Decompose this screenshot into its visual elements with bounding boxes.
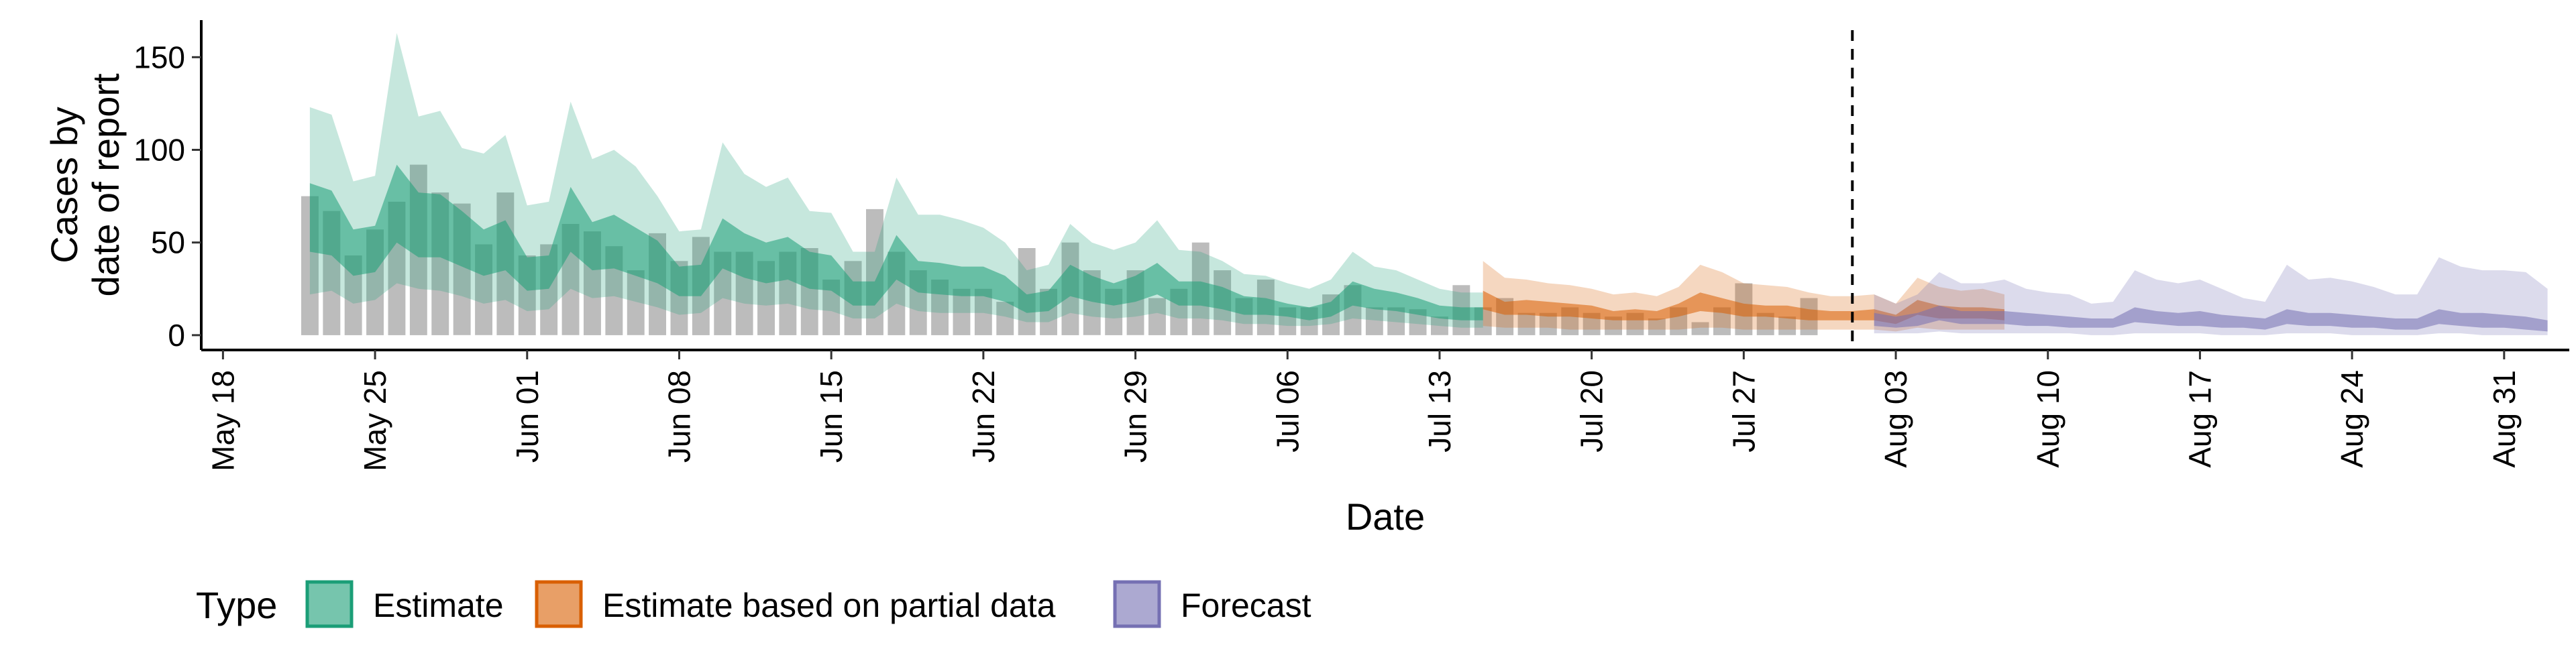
legend-key	[535, 580, 583, 628]
estimate-ribbons	[309, 33, 2548, 335]
observed-bar	[627, 270, 645, 335]
x-tick-label: Aug 31	[2487, 370, 2522, 468]
observed-bar	[1691, 322, 1709, 335]
x-tick-label: Jun 29	[1118, 370, 1153, 463]
y-tick-label: 150	[133, 40, 185, 74]
observed-bar	[1778, 316, 1796, 335]
x-tick-label: Jun 01	[510, 370, 545, 463]
x-tick-label: Jul 20	[1574, 370, 1609, 453]
x-tick-label: Aug 03	[1878, 370, 1913, 468]
x-tick-label: Jun 08	[661, 370, 696, 463]
estimate-based-on-partial-data-inner-band	[1483, 290, 2004, 325]
observed-bar	[953, 288, 971, 335]
x-tick-label: May 25	[358, 370, 392, 471]
x-tick-label: Aug 17	[2182, 370, 2217, 468]
observed-bar	[996, 302, 1014, 335]
observed-bars	[301, 164, 1818, 335]
y-axis-title: Cases bydate of report	[43, 73, 127, 297]
y-tick-label: 100	[133, 132, 185, 167]
estimate-inner-band	[309, 164, 1483, 320]
legend: Type Estimate Estimate based on partial d…	[196, 580, 1311, 628]
observed-bar	[1148, 298, 1166, 335]
observed-bar	[1365, 307, 1383, 335]
observed-bar	[1431, 316, 1448, 335]
x-tick-label: Jun 15	[814, 370, 849, 463]
legend-label: Forecast	[1181, 587, 1311, 624]
y-axis-title-line: Cases by	[43, 107, 85, 263]
legend-label: Estimate	[373, 587, 504, 624]
forecast-inner-band	[1874, 305, 2548, 332]
y-axis-title-line: date of report	[85, 73, 127, 297]
legend-label: Estimate based on partial data	[602, 587, 1056, 624]
x-tick-label: Jun 22	[966, 370, 1001, 463]
y-tick-label: 0	[168, 318, 185, 353]
x-axis-title: Date	[1346, 495, 1425, 538]
y-tick-label: 50	[151, 225, 185, 260]
estimate-outer-band	[309, 33, 1483, 328]
x-tick-label: May 18	[205, 370, 240, 471]
axes: 0 50 100 150 May 18 May 25 Jun 01 Jun 08 Jun 15 J…	[133, 20, 2569, 471]
observed-bar	[1517, 312, 1536, 335]
x-tick-label: Jul 13	[1422, 370, 1457, 453]
legend-title: Type	[196, 584, 277, 626]
legend-key	[305, 580, 354, 628]
x-tick-label: Aug 10	[2031, 370, 2065, 468]
legend-key	[1113, 580, 1161, 628]
observed-bar	[1648, 318, 1666, 335]
x-tick-label: Aug 24	[2334, 370, 2369, 468]
x-tick-label: Jul 27	[1726, 370, 1761, 453]
observed-bar	[1539, 312, 1557, 335]
x-tick-label: Jul 06	[1270, 370, 1305, 453]
